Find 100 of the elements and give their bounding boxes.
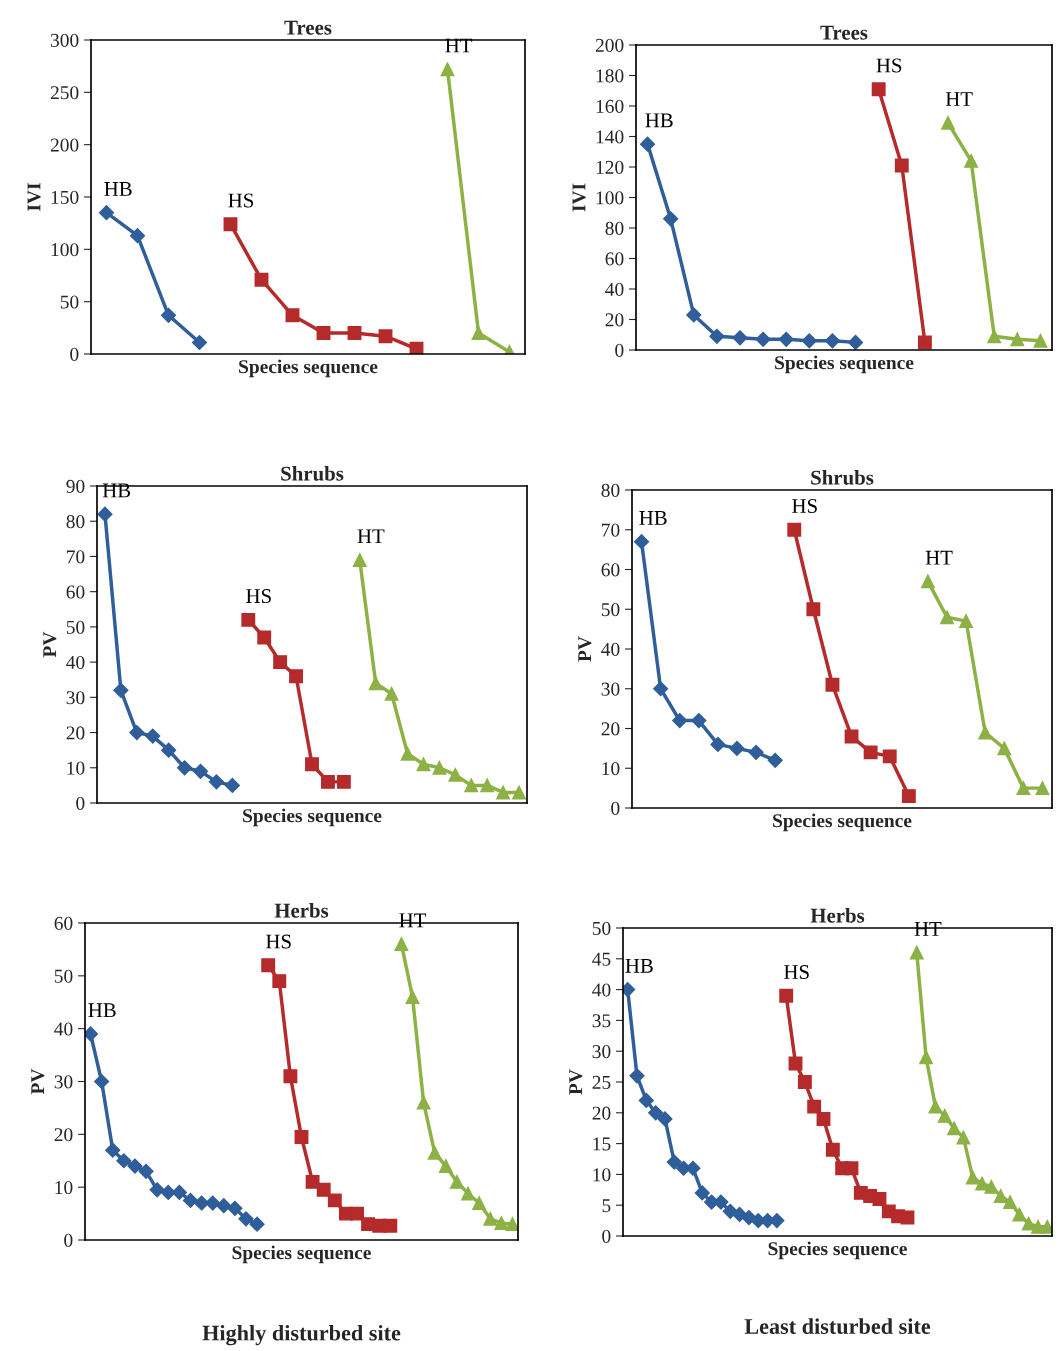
point	[127, 1158, 143, 1174]
point	[959, 614, 974, 629]
chart-title: Herbs	[274, 902, 329, 918]
point	[285, 308, 300, 323]
point	[1021, 1216, 1036, 1231]
chart-title: Trees	[284, 20, 332, 35]
point	[863, 745, 878, 760]
y-tick-label: 30	[601, 682, 620, 696]
point	[1033, 333, 1048, 348]
point	[129, 228, 146, 244]
point	[272, 974, 287, 989]
series-label: HS	[876, 58, 902, 73]
point	[882, 749, 897, 764]
point	[177, 760, 193, 776]
point	[732, 330, 748, 346]
point	[767, 752, 783, 768]
point	[663, 211, 679, 227]
y-tick-label: 10	[602, 762, 620, 776]
y-tick-label: 40	[601, 642, 620, 656]
y-tick-label: 60	[605, 252, 624, 266]
point	[464, 778, 479, 793]
series-label: HS	[228, 193, 254, 208]
series-label: HB	[102, 483, 131, 498]
y-tick-label: 100	[51, 243, 79, 257]
point	[461, 1186, 475, 1201]
y-tick-label: 0	[64, 1233, 73, 1247]
point	[238, 1211, 254, 1227]
y-tick-label: 200	[595, 38, 624, 52]
y-tick-label: 200	[50, 138, 79, 152]
y-tick-label: 10	[593, 1168, 611, 1182]
point	[894, 158, 909, 173]
point	[129, 724, 145, 741]
point	[633, 534, 650, 550]
point	[691, 712, 707, 729]
point	[709, 328, 725, 344]
series-label: HS	[266, 934, 291, 949]
y-tick-label: 160	[596, 99, 624, 113]
y-tick-label: 40	[66, 655, 85, 670]
point	[160, 1184, 176, 1201]
point	[241, 612, 256, 627]
y-tick-label: 30	[66, 691, 85, 705]
point	[327, 1193, 342, 1208]
chart-title: Shrubs	[811, 469, 874, 485]
point	[289, 669, 304, 684]
y-tick-label: 80	[601, 483, 620, 497]
y-tick-label: 50	[601, 603, 620, 617]
y-tick-label: 25	[592, 1075, 611, 1089]
point	[1003, 1195, 1017, 1210]
point	[947, 1121, 962, 1136]
y-tick-label: 20	[54, 1128, 73, 1142]
point	[194, 1195, 210, 1211]
y-tick-label: 35	[592, 1014, 611, 1028]
point	[432, 760, 447, 775]
point	[350, 1206, 364, 1221]
y-tick-label: 140	[596, 130, 624, 144]
y-tick-label: 60	[601, 563, 620, 577]
y-tick-label: 10	[67, 761, 85, 775]
point	[978, 725, 993, 740]
point	[105, 1142, 121, 1158]
y-tick-label: 300	[50, 33, 79, 47]
series-label: HS	[784, 965, 809, 980]
point	[208, 774, 225, 790]
point	[138, 1163, 154, 1179]
point	[347, 326, 362, 341]
point	[779, 988, 794, 1003]
point	[801, 333, 817, 349]
point	[816, 1112, 831, 1126]
y-tick-label: 20	[601, 722, 620, 736]
point	[657, 1111, 673, 1127]
y-tick-label: 50	[54, 969, 73, 983]
y-tick-label: 50	[592, 921, 611, 935]
point	[480, 778, 495, 793]
point	[160, 307, 177, 323]
point	[394, 937, 409, 952]
x-axis-title: Species sequence	[232, 1245, 371, 1264]
y-axis-title: PV	[31, 1068, 45, 1095]
y-tick-label: 30	[592, 1045, 611, 1059]
point	[710, 736, 726, 752]
y-tick-label: 40	[592, 983, 611, 997]
series-label: HS	[246, 589, 271, 604]
point	[956, 1130, 971, 1145]
y-tick-label: 100	[596, 191, 624, 205]
point	[305, 757, 319, 772]
text: Least disturbed site	[744, 1318, 931, 1335]
point	[149, 1182, 165, 1198]
y-tick-label: 40	[54, 1022, 73, 1036]
point	[909, 945, 924, 960]
y-tick-label: 180	[596, 69, 624, 83]
point	[1012, 1207, 1027, 1222]
point	[378, 329, 393, 344]
series-label: HT	[945, 92, 973, 106]
y-tick-label: 40	[605, 282, 624, 296]
point	[384, 686, 399, 701]
point	[471, 326, 486, 341]
point	[320, 774, 335, 789]
point	[505, 1217, 518, 1232]
point	[844, 1161, 859, 1176]
point	[987, 329, 1002, 344]
y-tick-label: 0	[76, 796, 85, 810]
point	[427, 1145, 442, 1160]
